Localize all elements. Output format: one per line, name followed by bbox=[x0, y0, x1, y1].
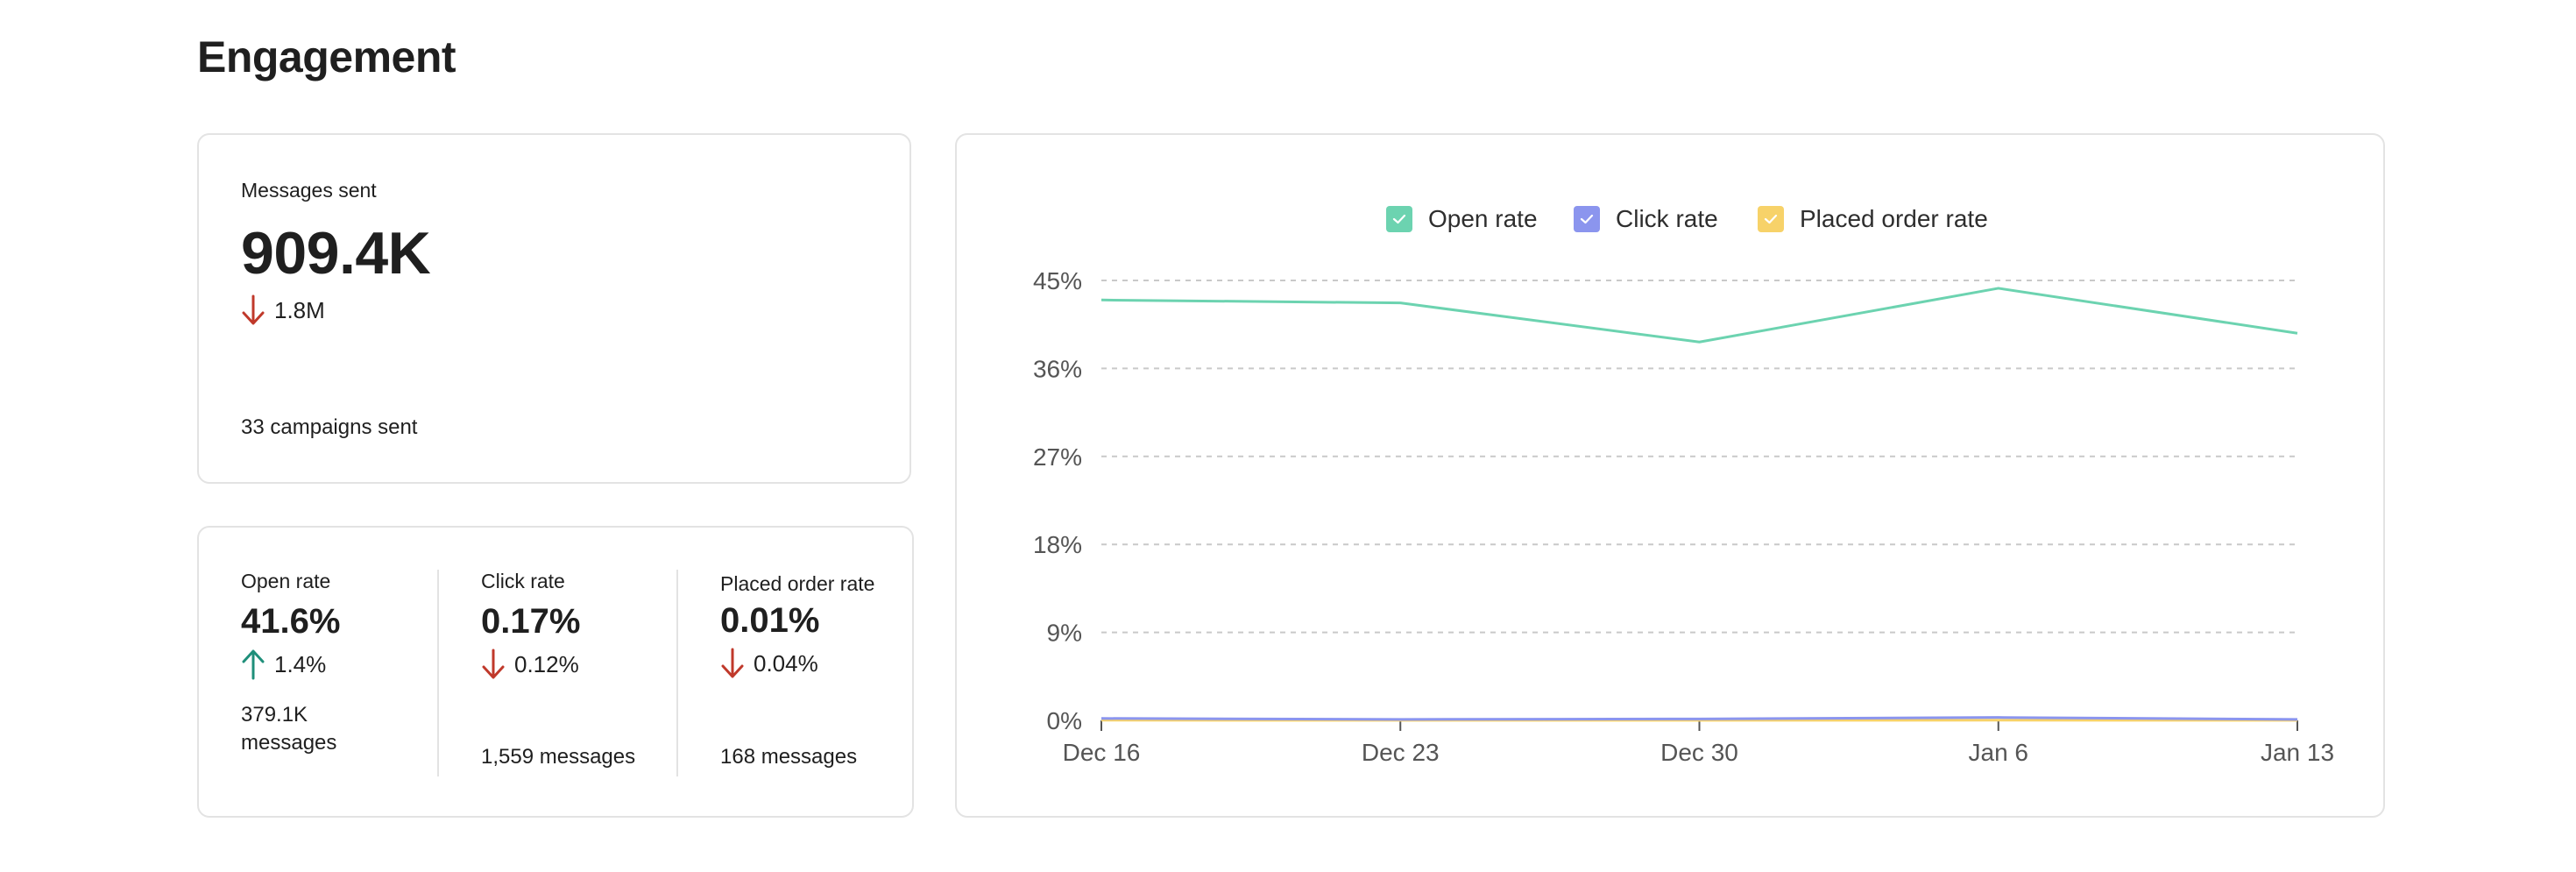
placed-order-rate-messages: 168 messages bbox=[720, 745, 857, 769]
checkbox-checked-icon[interactable] bbox=[1574, 206, 1600, 232]
x-tick-label: Dec 23 bbox=[1362, 739, 1440, 766]
series-line-open-rate[interactable] bbox=[1100, 287, 2298, 344]
click-rate-count-text: messages bbox=[539, 745, 636, 769]
placed-order-rate-count-text: messages bbox=[761, 745, 858, 769]
checkbox-checked-icon[interactable] bbox=[1758, 206, 1784, 232]
legend-open-rate-label: Open rate bbox=[1428, 205, 1538, 232]
rates-card: Open rate 41.6% 1.4% 379.1K messages Cli… bbox=[197, 526, 914, 818]
y-tick-label: 18% bbox=[1033, 531, 1082, 558]
arrow-down-icon bbox=[242, 294, 265, 325]
open-rate-stat: Open rate 41.6% 1.4% 379.1K messages bbox=[241, 570, 434, 757]
open-rate-delta-value: 1.4% bbox=[274, 650, 327, 677]
y-tick-label: 0% bbox=[1047, 707, 1082, 734]
legend-placed-order-rate-label: Placed order rate bbox=[1800, 205, 1988, 232]
messages-sent-card: Messages sent 909.4K 1.8M 33 campaigns s… bbox=[197, 133, 911, 484]
campaigns-sent: 33 campaigns sent bbox=[241, 415, 417, 440]
placed-order-rate-delta-value: 0.04% bbox=[754, 649, 818, 677]
click-rate-stat: Click rate 0.17% 0.12% bbox=[481, 570, 683, 682]
checkbox-checked-icon[interactable] bbox=[1386, 206, 1412, 232]
messages-sent-value: 909.4K bbox=[241, 220, 431, 287]
y-tick-label: 27% bbox=[1033, 443, 1082, 471]
click-rate-label: Click rate bbox=[481, 570, 565, 592]
line-chart: 0% 9% 18% 27% 36% 45% Dec 16 Dec 23 Dec 30 Jan 6 J… bbox=[1033, 267, 2334, 766]
campaigns-text: campaigns sent bbox=[270, 415, 418, 439]
placed-order-rate-label: Placed order rate bbox=[720, 572, 875, 595]
click-rate-value: 0.17% bbox=[481, 602, 581, 641]
placed-order-rate-delta: 0.04% bbox=[720, 646, 878, 681]
arrow-down-icon bbox=[721, 648, 744, 678]
arrow-up-icon bbox=[242, 649, 265, 680]
arrow-down-icon bbox=[482, 649, 505, 679]
messages-sent-delta: 1.8M bbox=[241, 293, 325, 328]
x-tick-label: Jan 13 bbox=[2261, 739, 2334, 766]
series-line-click-rate[interactable] bbox=[1100, 716, 2298, 721]
engagement-chart-card: Open rate Click rate Placed order rate 0… bbox=[955, 133, 2385, 818]
legend-click-rate[interactable]: Click rate bbox=[1574, 205, 1718, 233]
open-rate-count-text: messages bbox=[241, 731, 337, 755]
click-rate-delta: 0.12% bbox=[481, 647, 683, 682]
placed-order-rate-value: 0.01% bbox=[720, 601, 820, 640]
open-rate-value: 41.6% bbox=[241, 602, 341, 641]
page-title: Engagement bbox=[197, 32, 456, 82]
click-rate-count: 1,559 bbox=[481, 745, 534, 769]
open-rate-messages: 379.1K messages bbox=[241, 701, 434, 757]
x-tick-label: Jan 6 bbox=[1969, 739, 2029, 766]
x-tick-label: Dec 30 bbox=[1660, 739, 1738, 766]
legend-placed-order-rate[interactable]: Placed order rate bbox=[1758, 205, 1988, 233]
open-rate-count: 379.1K bbox=[241, 703, 308, 727]
placed-order-rate-stat: Placed order rate 0.01% 0.04% bbox=[720, 570, 878, 681]
open-rate-delta: 1.4% bbox=[241, 647, 434, 682]
rates-divider-2 bbox=[676, 570, 678, 776]
click-rate-delta-value: 0.12% bbox=[514, 650, 579, 677]
y-tick-label: 9% bbox=[1047, 620, 1082, 647]
messages-sent-label: Messages sent bbox=[241, 179, 377, 202]
legend-open-rate[interactable]: Open rate bbox=[1386, 205, 1538, 233]
messages-sent-delta-value: 1.8M bbox=[274, 296, 325, 323]
y-tick-label: 36% bbox=[1033, 355, 1082, 382]
rates-divider-1 bbox=[437, 570, 439, 776]
click-rate-messages: 1,559 messages bbox=[481, 745, 635, 769]
legend-click-rate-label: Click rate bbox=[1616, 205, 1718, 232]
placed-order-rate-count: 168 bbox=[720, 745, 756, 769]
x-tick-label: Dec 16 bbox=[1063, 739, 1141, 766]
campaigns-count: 33 bbox=[241, 415, 265, 439]
y-tick-label: 45% bbox=[1033, 267, 1082, 294]
open-rate-label: Open rate bbox=[241, 570, 331, 592]
